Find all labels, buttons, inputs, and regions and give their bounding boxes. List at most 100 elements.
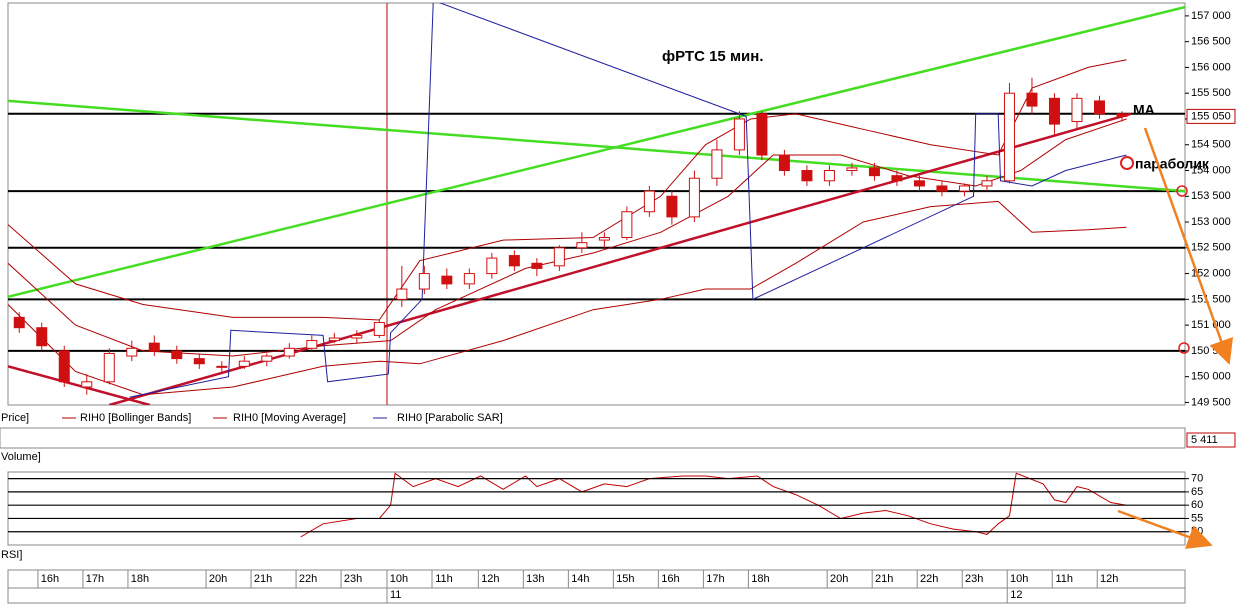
current-value-label: 155 050 — [1191, 110, 1231, 122]
y-tick-label: 151 500 — [1191, 293, 1231, 305]
legend-label: RIH0 [Moving Average] — [233, 412, 346, 424]
candle-body — [463, 273, 475, 285]
x-tick-label: 22h — [299, 573, 317, 585]
x-tick-label: 15h — [616, 573, 634, 585]
candle-body — [958, 185, 970, 192]
candle-body — [1003, 92, 1015, 182]
candle-body — [171, 350, 183, 360]
candle-body — [328, 337, 340, 342]
time-axis — [7, 569, 1186, 604]
candle-body — [283, 347, 295, 357]
y-tick-label: 50 — [1191, 526, 1203, 538]
price-panel — [7, 2, 1186, 406]
candle-body — [58, 350, 70, 383]
current-value-tag — [1186, 108, 1236, 124]
volume-panel — [0, 427, 1186, 449]
candle-body — [418, 273, 430, 290]
candle-body — [891, 175, 903, 182]
date-label: 11 — [390, 589, 401, 601]
x-tick-label: 14h — [571, 573, 589, 585]
x-tick-label: 11h — [1055, 573, 1073, 585]
y-tick-label: 151 000 — [1191, 319, 1231, 331]
candle-body — [193, 358, 205, 365]
candle-body — [981, 180, 993, 187]
indicator-line — [129, 3, 1127, 398]
rsi-panel — [7, 471, 1186, 546]
price-layer — [8, 3, 1185, 405]
x-tick-label: 10h — [1010, 573, 1028, 585]
candle-body — [711, 149, 723, 179]
trend-line — [108, 112, 1132, 405]
candle-body — [13, 316, 25, 329]
y-tick-label: 156 000 — [1191, 61, 1231, 73]
x-tick-label: 20h — [830, 573, 848, 585]
candle-body — [148, 342, 160, 352]
x-tick-label: 13h — [526, 573, 544, 585]
indicator-line — [8, 200, 1127, 396]
candle-body — [913, 180, 925, 187]
candle-body — [36, 327, 48, 347]
x-tick-label: 21h — [875, 573, 893, 585]
y-tick-label: 65 — [1191, 486, 1203, 498]
candle-body — [126, 347, 138, 357]
candle-body — [666, 195, 678, 218]
y-tick-label: 70 — [1191, 473, 1203, 485]
candle-body — [508, 255, 520, 267]
trend-line — [8, 5, 1185, 299]
trend-line — [8, 365, 151, 405]
x-tick-label: 20h — [209, 573, 227, 585]
x-tick-label: 22h — [920, 573, 938, 585]
annotation: параболик — [1135, 156, 1210, 172]
candle-body — [216, 365, 228, 368]
indicator-line — [8, 59, 1127, 321]
x-tick-label: 18h — [131, 573, 149, 585]
x-tick-label: 11h — [435, 573, 453, 585]
candle-body — [1116, 113, 1128, 117]
candle-body — [1026, 92, 1038, 107]
marker-circle — [1120, 156, 1134, 170]
candle-body — [81, 381, 93, 388]
y-tick-label: 156 500 — [1191, 36, 1231, 48]
x-tick-label: 17h — [706, 573, 724, 585]
candle-body — [441, 275, 453, 285]
y-tick-label: 152 500 — [1191, 242, 1231, 254]
candle-body — [396, 288, 408, 300]
forecast-arrow — [1117, 509, 1213, 549]
legend-label: RIH0 [Bollinger Bands] — [80, 412, 191, 424]
candle-body — [486, 257, 498, 275]
marker-circle — [1178, 342, 1190, 354]
candle-body — [643, 190, 655, 213]
candle-body — [823, 170, 835, 182]
x-tick-label: 12h — [481, 573, 499, 585]
candle-body — [801, 170, 813, 182]
volume-tag — [1186, 432, 1236, 448]
marker-circle — [1176, 185, 1188, 197]
legend-label: RIH0 [Parabolic SAR] — [397, 412, 503, 424]
x-tick-label: 16h — [41, 573, 59, 585]
candle-body — [576, 242, 588, 249]
candle-body — [756, 113, 768, 156]
candle-body — [598, 237, 610, 241]
x-tick-label: 23h — [965, 573, 983, 585]
volume-label: 5 411 — [1191, 434, 1218, 446]
y-tick-label: 154 000 — [1191, 164, 1231, 176]
candle-body — [1048, 97, 1060, 125]
x-tick-label: 12h — [1100, 573, 1118, 585]
candle-body — [1071, 97, 1083, 123]
annotation: MA — [1133, 102, 1155, 118]
candle-body — [238, 360, 250, 367]
y-tick-label: 60 — [1191, 499, 1203, 511]
y-tick-label: 155 500 — [1191, 87, 1231, 99]
chart-title: фРТС 15 мин. — [662, 48, 764, 65]
y-tick-label: 157 000 — [1191, 10, 1231, 22]
candle-body — [733, 118, 745, 151]
trend-line — [8, 99, 1185, 193]
candle-body — [621, 211, 633, 239]
candle-body — [531, 262, 543, 269]
candle-body — [553, 247, 565, 267]
y-tick-label: 55 — [1191, 512, 1203, 524]
candle-body — [261, 355, 273, 362]
candle-body — [351, 334, 363, 339]
y-tick-label: 149 500 — [1191, 396, 1231, 408]
